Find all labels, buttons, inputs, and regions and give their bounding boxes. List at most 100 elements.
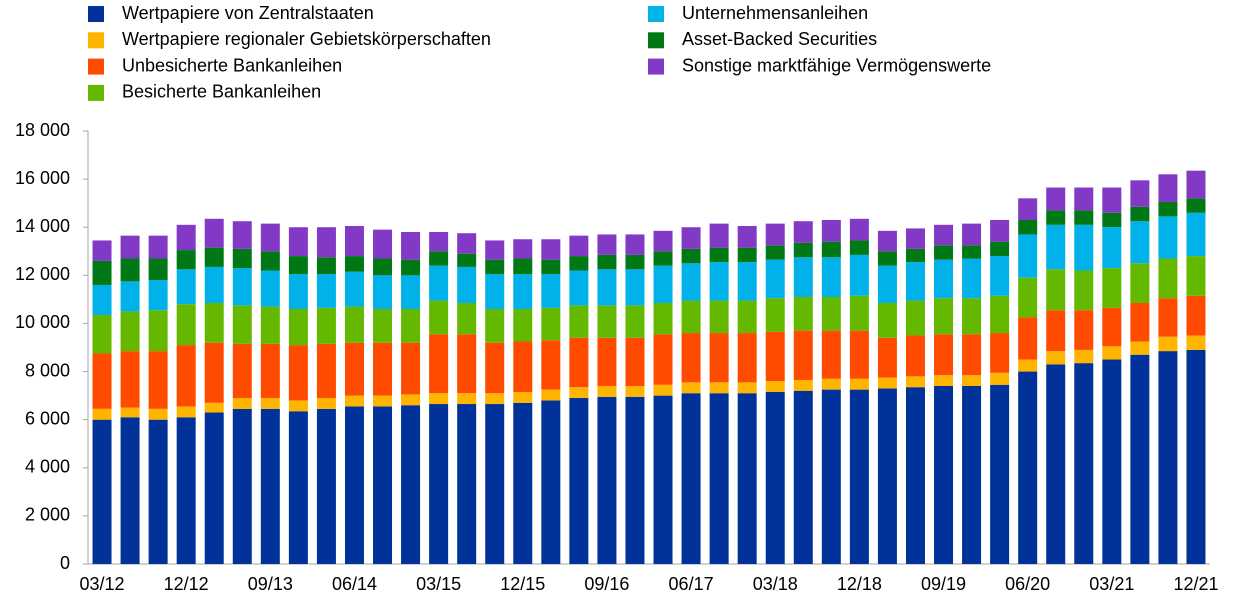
bar-segment — [877, 230, 897, 252]
bar-segment — [541, 389, 561, 401]
bar-segment — [232, 398, 252, 409]
bar-segment — [1046, 187, 1066, 211]
bar-segment — [737, 262, 757, 301]
bar-segment — [401, 259, 421, 276]
x-tick-label: 12/12 — [164, 574, 209, 594]
bar-segment — [877, 388, 897, 564]
bar-segment — [1186, 256, 1206, 296]
bar-segment — [1158, 336, 1178, 352]
bar-segment — [569, 235, 589, 257]
legend-swatch — [648, 6, 664, 22]
x-tick-label: 12/21 — [1173, 574, 1218, 594]
bar-segment — [709, 333, 729, 383]
bar-segment — [709, 300, 729, 334]
bar-segment — [120, 281, 140, 312]
bar-segment — [344, 395, 364, 407]
bar-segment — [653, 251, 673, 266]
bar-segment — [232, 408, 252, 564]
bar-segment — [92, 260, 112, 285]
bar-segment — [92, 353, 112, 409]
bar-segment — [793, 296, 813, 331]
bar-segment — [793, 221, 813, 243]
bar-segment — [1130, 341, 1150, 355]
y-tick-label: 16 000 — [15, 168, 70, 188]
bar-segment — [653, 384, 673, 396]
bar-segment — [569, 337, 589, 388]
legend-label: Asset-Backed Securities — [682, 29, 877, 49]
bar-segment — [513, 402, 533, 564]
bar-segment — [485, 240, 505, 260]
x-tick-label: 06/20 — [1005, 574, 1050, 594]
bar-segment — [176, 250, 196, 270]
bar-segment — [1046, 364, 1066, 564]
bar-segment — [1018, 198, 1038, 221]
bar-segment — [316, 343, 336, 399]
bar-segment — [260, 270, 280, 307]
bar-segment — [288, 411, 308, 564]
bar-segment — [176, 345, 196, 407]
bar-segment — [204, 266, 224, 303]
bar-segment — [653, 334, 673, 385]
bar-segment — [990, 256, 1010, 296]
bar-segment — [373, 342, 393, 396]
bar-segment — [990, 241, 1010, 257]
bar-segment — [260, 223, 280, 252]
bar-segment — [204, 412, 224, 564]
bar-segment — [344, 226, 364, 257]
bar-segment — [513, 341, 533, 393]
bar-segment — [429, 300, 449, 335]
bar-segment — [1130, 354, 1150, 564]
bar-segment — [625, 385, 645, 397]
bar-segment — [513, 274, 533, 310]
bar-segment — [288, 309, 308, 346]
bar-segment — [232, 305, 252, 344]
bar-segment — [120, 407, 140, 418]
bar-segment — [934, 375, 954, 386]
bar-segment — [990, 372, 1010, 385]
bar-segment — [1074, 310, 1094, 350]
bar-segment — [709, 247, 729, 263]
bar-segment — [373, 406, 393, 564]
bar-segment — [569, 270, 589, 306]
bar-segment — [176, 304, 196, 346]
bar-segment — [962, 298, 982, 335]
bar-segment — [316, 274, 336, 308]
x-tick-label: 03/18 — [753, 574, 798, 594]
bar-segment — [597, 234, 617, 255]
bar-segment — [232, 343, 252, 399]
bar-segment — [737, 226, 757, 248]
bar-segment — [288, 274, 308, 310]
bar-segment — [821, 389, 841, 564]
bar-segment — [877, 302, 897, 338]
bar-segment — [1018, 371, 1038, 564]
bar-segment — [1158, 298, 1178, 337]
bar-segment — [962, 334, 982, 376]
bar-segment — [204, 402, 224, 413]
x-tick-label: 06/14 — [332, 574, 377, 594]
bar-segment — [569, 387, 589, 399]
legend-label: Sonstige marktfähige Vermögenswerte — [682, 55, 991, 75]
bar-segment — [765, 392, 785, 564]
y-tick-label: 18 000 — [15, 120, 70, 140]
bar-segment — [962, 223, 982, 246]
bar-segment — [877, 337, 897, 378]
bar-segment — [821, 330, 841, 379]
bar-segment — [905, 387, 925, 564]
x-tick-label: 06/17 — [669, 574, 714, 594]
legend-swatch — [88, 58, 104, 75]
bar-segment — [934, 259, 954, 299]
bar-segment — [1158, 201, 1178, 217]
bar-segment — [877, 265, 897, 303]
bar-segment — [1186, 212, 1206, 257]
bar-segment — [793, 330, 813, 380]
bar-segment — [485, 259, 505, 275]
bar-segment — [429, 251, 449, 266]
bar-segment — [765, 331, 785, 382]
bar-segment — [457, 233, 477, 254]
bar-segment — [1186, 170, 1206, 199]
bar-segment — [625, 269, 645, 306]
bar-segment — [92, 315, 112, 354]
bar-segment — [905, 248, 925, 263]
bar-segment — [204, 218, 224, 248]
